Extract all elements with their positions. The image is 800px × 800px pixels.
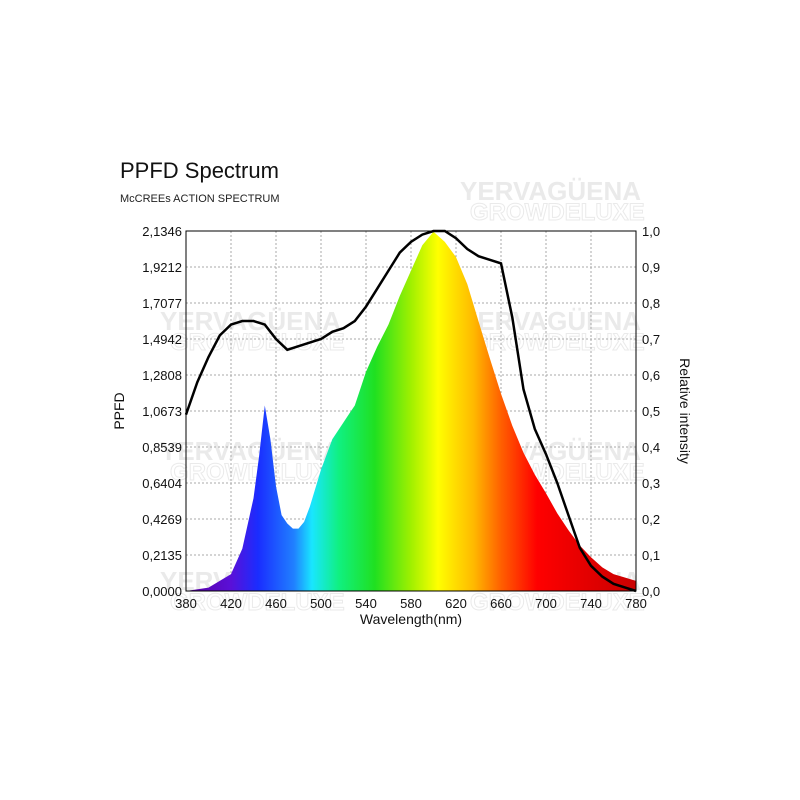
- ppfd-series-area: [186, 231, 636, 592]
- svg-text:GROWDELUXE: GROWDELUXE: [470, 199, 645, 226]
- y-tick-label: 0,4269: [142, 512, 182, 527]
- svg-text:GROWDELUXE: GROWDELUXE: [170, 329, 345, 356]
- y-tick-label: 1,4942: [142, 332, 182, 347]
- y2-tick-label: 0,4: [642, 440, 660, 455]
- y2-tick-label: 0,6: [642, 368, 660, 383]
- y-tick-label: 2,1346: [142, 224, 182, 239]
- x-tick-label: 580: [400, 596, 422, 611]
- x-tick-label: 540: [355, 596, 377, 611]
- x-tick-label: 380: [175, 596, 197, 611]
- svg-text:YERVAGÜENA: YERVAGÜENA: [460, 306, 641, 336]
- plot-frame: [185, 230, 637, 592]
- x-tick-label: 740: [580, 596, 602, 611]
- svg-text:GROWDELUXE: GROWDELUXE: [170, 589, 345, 616]
- x-tick-label: 500: [310, 596, 332, 611]
- x-tick-label: 660: [490, 596, 512, 611]
- y2-axis-label: Relative intensity: [677, 358, 693, 464]
- y-tick-label: 0,0000: [142, 584, 182, 599]
- chart-title: PPFD Spectrum: [120, 158, 279, 183]
- relative-intensity-line: [184, 229, 637, 593]
- y-tick-label: 0,2135: [142, 548, 182, 563]
- y-tick-label: 1,0673: [142, 404, 182, 419]
- svg-text:GROWDELUXE: GROWDELUXE: [470, 329, 645, 356]
- x-tick-label: 780: [625, 596, 647, 611]
- y2-tick-label: 0,7: [642, 332, 660, 347]
- x-tick-label: 700: [535, 596, 557, 611]
- y-axis-label: PPFD: [111, 392, 127, 429]
- x-axis-ticks: 380 420 460 500 540 580 620 660 700 740 780: [175, 596, 647, 611]
- x-tick-label: 460: [265, 596, 287, 611]
- x-tick-label: 420: [220, 596, 242, 611]
- watermark: YERVAGÜENA GROWDELUXE YERVAGÜENA GROWDEL…: [160, 176, 645, 617]
- x-axis-label: Wavelength(nm): [360, 611, 462, 627]
- y-tick-label: 1,9212: [142, 260, 182, 275]
- y2-axis-ticks: 0,0 0,1 0,2 0,3 0,4 0,5 0,6 0,7 0,8 0,9 1,0: [642, 224, 660, 599]
- y-tick-label: 1,2808: [142, 368, 182, 383]
- y-axis-ticks: 0,0000 0,2135 0,4269 0,6404 0,8539 1,0673 1,28…: [142, 224, 182, 599]
- svg-text:YERVAGÜENA: YERVAGÜENA: [160, 436, 341, 466]
- y2-tick-label: 0,9: [642, 260, 660, 275]
- y-tick-label: 0,8539: [142, 440, 182, 455]
- y2-tick-label: 0,8: [642, 296, 660, 311]
- y2-tick-label: 1,0: [642, 224, 660, 239]
- svg-text:GROWDELUXE: GROWDELUXE: [470, 589, 645, 616]
- chart-subtitle: McCREEs ACTION SPECTRUM: [120, 193, 280, 205]
- y2-tick-label: 0,5: [642, 404, 660, 419]
- y2-tick-label: 0,3: [642, 476, 660, 491]
- x-tick-label: 620: [445, 596, 467, 611]
- y-tick-label: 1,7077: [142, 296, 182, 311]
- y2-tick-label: 0,0: [642, 584, 660, 599]
- svg-text:YERVAGÜENA: YERVAGÜENA: [460, 176, 641, 206]
- y2-tick-label: 0,2: [642, 512, 660, 527]
- y2-tick-label: 0,1: [642, 548, 660, 563]
- y-tick-label: 0,6404: [142, 476, 182, 491]
